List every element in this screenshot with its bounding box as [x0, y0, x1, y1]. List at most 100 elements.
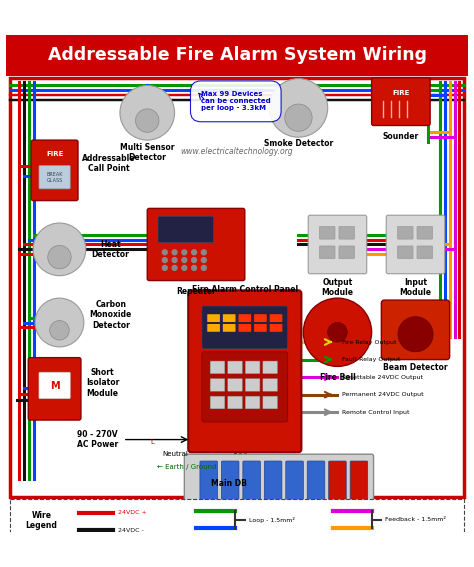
FancyBboxPatch shape — [270, 314, 283, 322]
Circle shape — [182, 257, 187, 263]
FancyBboxPatch shape — [184, 454, 374, 512]
FancyBboxPatch shape — [202, 352, 288, 422]
Text: Feedback - 1.5mm²: Feedback - 1.5mm² — [385, 517, 446, 522]
Circle shape — [172, 250, 177, 255]
Circle shape — [269, 79, 328, 137]
FancyBboxPatch shape — [238, 314, 251, 322]
Circle shape — [201, 250, 206, 255]
Circle shape — [172, 265, 177, 270]
Text: L: L — [150, 439, 154, 446]
Circle shape — [172, 257, 177, 263]
Circle shape — [191, 265, 197, 270]
FancyBboxPatch shape — [386, 215, 445, 274]
FancyBboxPatch shape — [238, 324, 251, 332]
Text: Fire Alarm Control Panel: Fire Alarm Control Panel — [192, 285, 298, 294]
Text: Addressable Fire Alarm System Wiring: Addressable Fire Alarm System Wiring — [47, 46, 427, 64]
FancyBboxPatch shape — [245, 379, 260, 391]
FancyBboxPatch shape — [254, 324, 267, 332]
Circle shape — [328, 323, 347, 342]
FancyBboxPatch shape — [210, 379, 225, 391]
Text: www.electricaltechnology.org: www.electricaltechnology.org — [181, 147, 293, 156]
Circle shape — [50, 320, 69, 340]
FancyBboxPatch shape — [339, 226, 355, 239]
Circle shape — [182, 250, 187, 255]
Text: Max 99 Devices
can be connected
per loop - 3.3kM: Max 99 Devices can be connected per loop… — [201, 91, 271, 111]
Text: Input
Module: Input Module — [400, 278, 431, 297]
Text: FIRE: FIRE — [46, 151, 64, 156]
FancyBboxPatch shape — [10, 499, 464, 548]
FancyBboxPatch shape — [263, 396, 277, 409]
FancyBboxPatch shape — [228, 379, 242, 391]
FancyBboxPatch shape — [245, 361, 260, 374]
Circle shape — [33, 223, 86, 276]
Text: Fault Relay Output: Fault Relay Output — [342, 357, 401, 362]
FancyBboxPatch shape — [228, 396, 242, 409]
Circle shape — [201, 257, 206, 263]
FancyBboxPatch shape — [286, 461, 303, 500]
FancyBboxPatch shape — [158, 216, 214, 243]
FancyBboxPatch shape — [263, 379, 277, 391]
FancyBboxPatch shape — [328, 461, 346, 500]
Circle shape — [48, 246, 71, 269]
Text: Main DB: Main DB — [210, 479, 246, 488]
FancyBboxPatch shape — [308, 215, 367, 274]
Circle shape — [182, 265, 187, 270]
Text: Fire Relay Output: Fire Relay Output — [342, 340, 397, 345]
Circle shape — [136, 109, 159, 132]
FancyBboxPatch shape — [398, 246, 413, 259]
FancyBboxPatch shape — [39, 373, 70, 399]
FancyBboxPatch shape — [39, 166, 70, 189]
Text: Neutral: Neutral — [162, 451, 188, 457]
FancyBboxPatch shape — [207, 314, 220, 322]
Circle shape — [163, 257, 167, 263]
FancyBboxPatch shape — [398, 226, 413, 239]
FancyBboxPatch shape — [254, 314, 267, 322]
FancyBboxPatch shape — [188, 290, 301, 452]
FancyBboxPatch shape — [382, 300, 450, 359]
FancyBboxPatch shape — [270, 324, 283, 332]
Text: Short
Isolator
Module: Short Isolator Module — [86, 368, 119, 398]
FancyBboxPatch shape — [307, 461, 325, 500]
Text: Repeater: Repeater — [176, 287, 216, 297]
Circle shape — [201, 265, 206, 270]
FancyBboxPatch shape — [223, 324, 236, 332]
Circle shape — [163, 250, 167, 255]
Text: Resettable 24VDC Output: Resettable 24VDC Output — [342, 375, 423, 380]
Text: Loop - 1.5mm²: Loop - 1.5mm² — [249, 517, 294, 523]
Circle shape — [303, 298, 372, 366]
FancyBboxPatch shape — [221, 461, 239, 500]
FancyBboxPatch shape — [200, 461, 218, 500]
FancyBboxPatch shape — [223, 314, 236, 322]
Text: Addressable
Call Point: Addressable Call Point — [82, 154, 136, 174]
Text: Remote Control Input: Remote Control Input — [342, 410, 410, 414]
Text: Sounder: Sounder — [383, 132, 419, 141]
FancyBboxPatch shape — [228, 361, 242, 374]
Text: Output
Module: Output Module — [321, 278, 354, 297]
Circle shape — [191, 250, 197, 255]
FancyBboxPatch shape — [417, 246, 433, 259]
Circle shape — [35, 298, 84, 347]
FancyBboxPatch shape — [245, 396, 260, 409]
FancyBboxPatch shape — [339, 246, 355, 259]
Text: Multi Sensor
Detector: Multi Sensor Detector — [120, 143, 174, 162]
Text: Wire
Legend: Wire Legend — [25, 511, 57, 530]
FancyBboxPatch shape — [210, 396, 225, 409]
FancyBboxPatch shape — [31, 140, 78, 201]
FancyBboxPatch shape — [319, 226, 335, 239]
Text: Permanent 24VDC Output: Permanent 24VDC Output — [342, 392, 424, 397]
Text: Fire Bell: Fire Bell — [319, 373, 356, 382]
Text: Beam Detector: Beam Detector — [383, 363, 448, 373]
FancyBboxPatch shape — [417, 226, 433, 239]
Circle shape — [163, 265, 167, 270]
Text: Heat
Detector: Heat Detector — [91, 240, 129, 259]
Circle shape — [398, 316, 433, 352]
FancyBboxPatch shape — [319, 246, 335, 259]
Circle shape — [120, 86, 174, 140]
FancyBboxPatch shape — [147, 209, 245, 281]
Text: BREAK
GLASS: BREAK GLASS — [46, 172, 63, 183]
FancyBboxPatch shape — [350, 461, 368, 500]
Text: 24VDC +: 24VDC + — [118, 510, 147, 515]
FancyBboxPatch shape — [210, 361, 225, 374]
FancyBboxPatch shape — [28, 358, 81, 420]
Text: ← Earth / Ground: ← Earth / Ground — [157, 464, 217, 470]
